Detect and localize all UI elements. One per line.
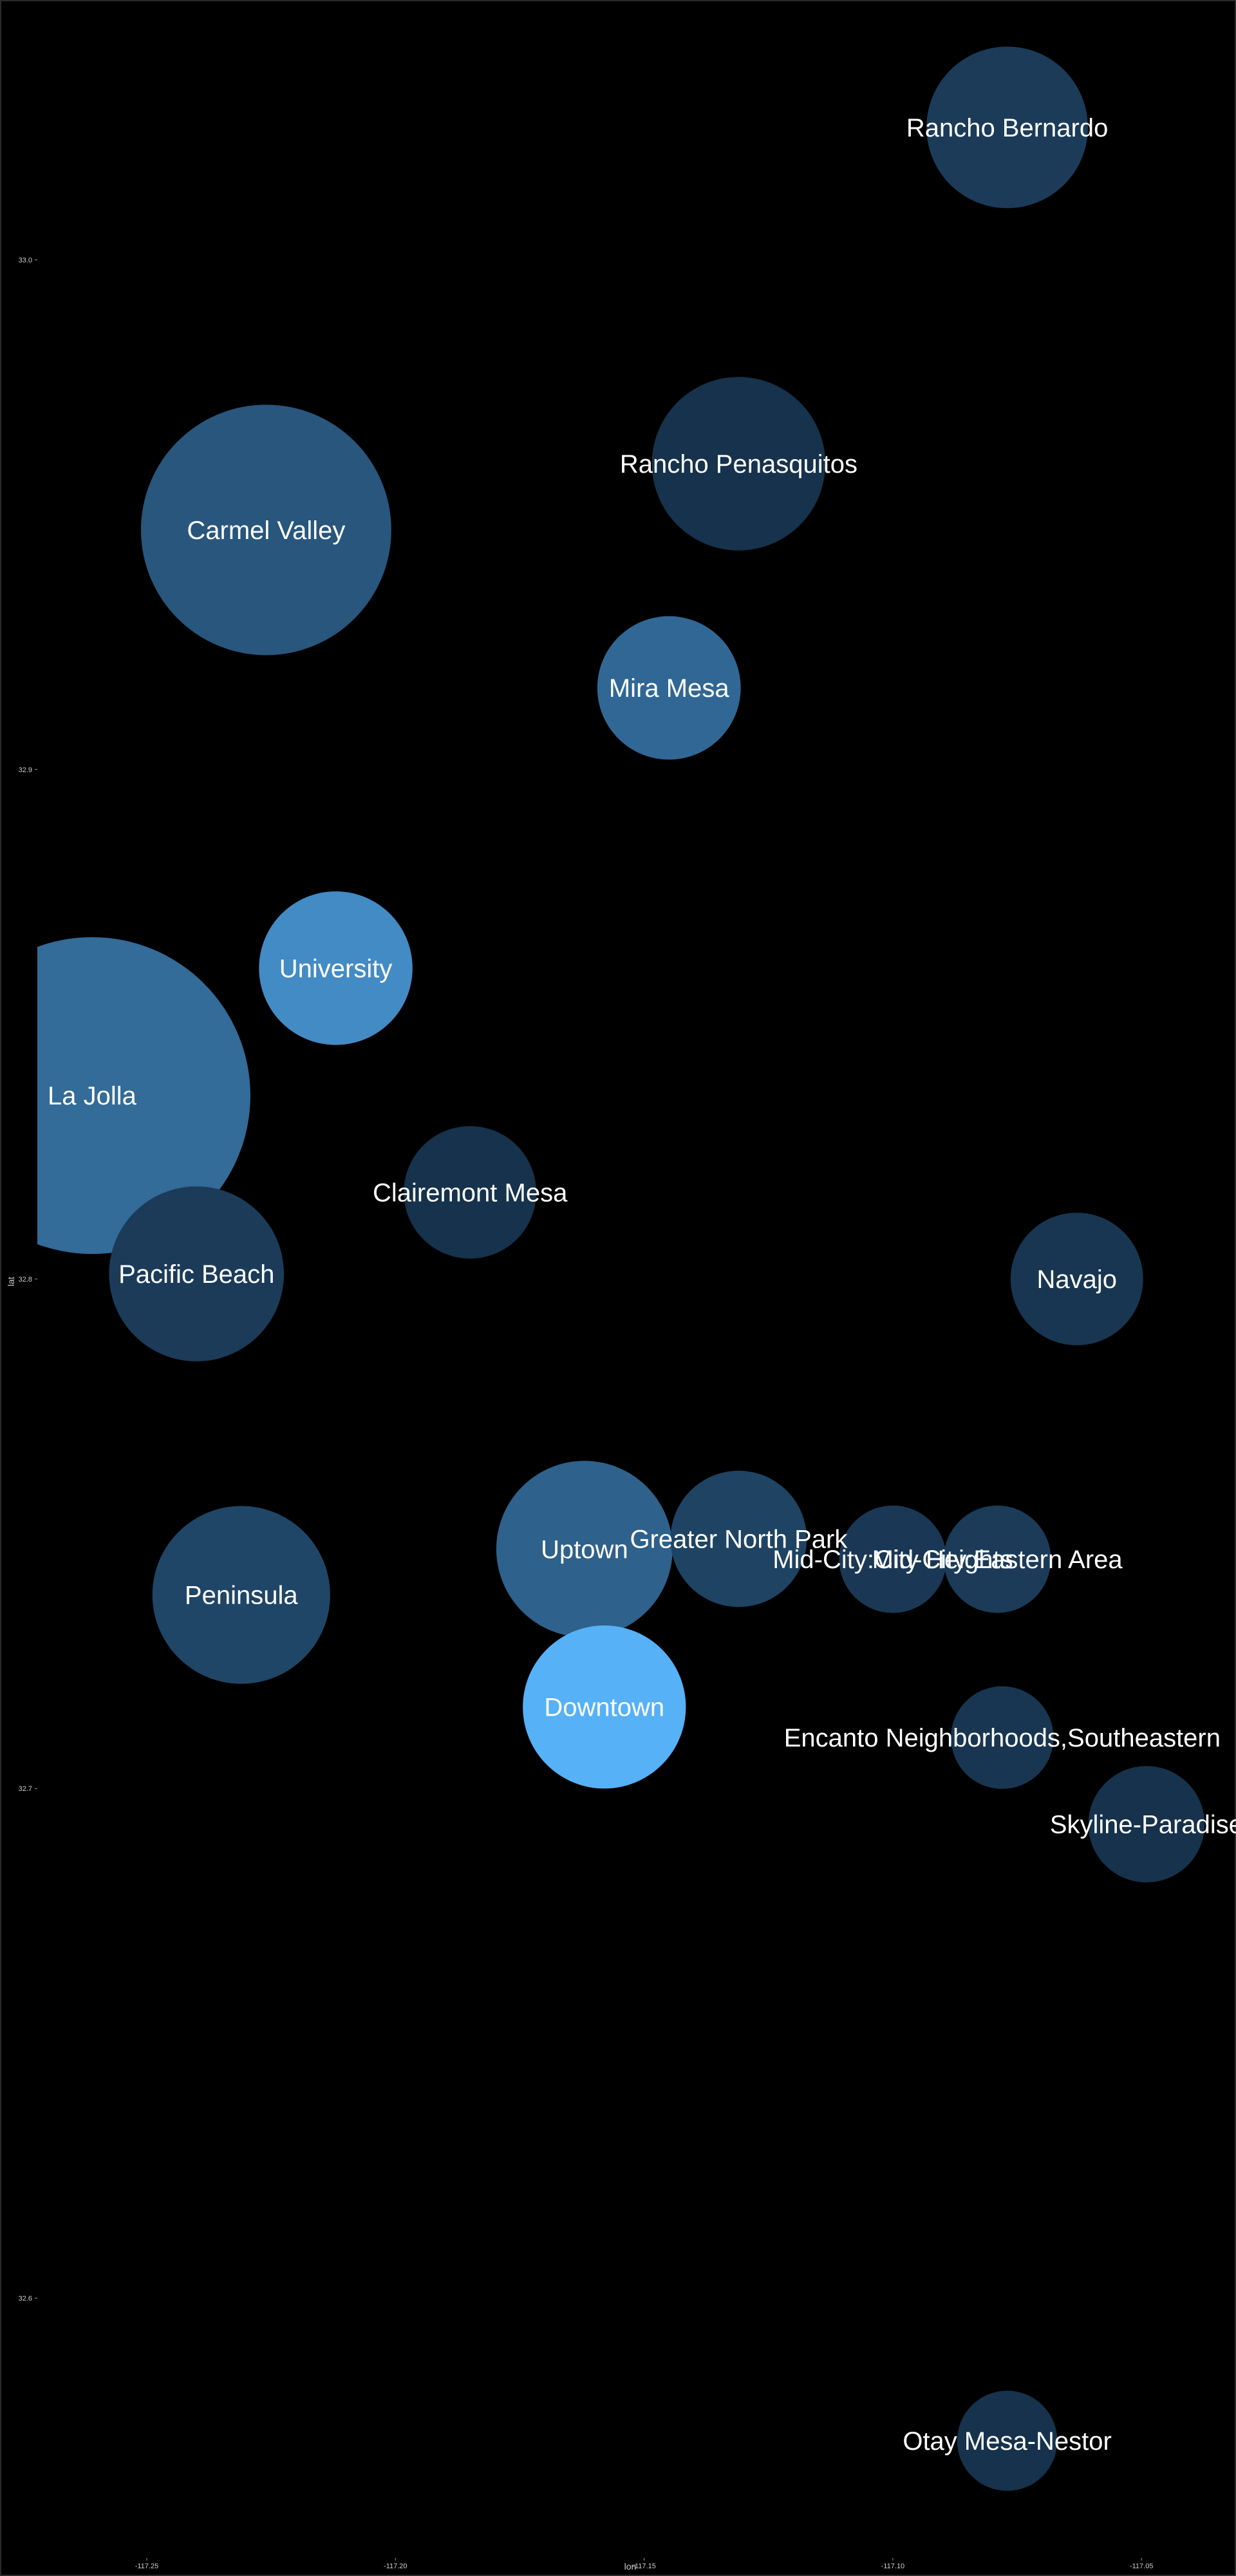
- bubble-label: Downtown: [544, 1694, 664, 1722]
- bubble-label: Peninsula: [185, 1582, 298, 1610]
- bubble: [37, 937, 250, 1255]
- bubble: [957, 2391, 1058, 2491]
- y-tick-label: 32.6: [19, 2295, 32, 2302]
- bubble: [597, 616, 741, 760]
- bubble-label: La Jolla: [48, 1082, 137, 1110]
- bubble: [951, 1686, 1054, 1789]
- bubble-label: Navajo: [1037, 1265, 1118, 1294]
- x-tick-label: -117.20: [384, 2562, 407, 2570]
- bubble: [839, 1505, 947, 1613]
- x-tick-label: -117.15: [632, 2562, 656, 2570]
- bubble-label: Uptown: [541, 1535, 628, 1564]
- y-axis: 33.0 32.9 32.8 32.7 32.6: [19, 257, 37, 2302]
- bubble: [651, 377, 826, 551]
- bubble-label: Carmel Valley: [187, 516, 345, 545]
- bubble: [670, 1470, 807, 1607]
- bubble-label: University: [279, 954, 393, 983]
- y-tick-label: 32.9: [19, 766, 32, 774]
- y-tick-label: 32.7: [19, 1785, 32, 1793]
- x-tick-label: -117.10: [881, 2562, 905, 2570]
- y-tick-label: 32.8: [19, 1276, 32, 1283]
- bubble: [404, 1126, 537, 1259]
- bubble-label: Encanto Neighborhoods,Southeastern: [784, 1724, 1221, 1752]
- bubble-label: Greater North Park: [630, 1526, 848, 1554]
- bubble: [926, 46, 1089, 209]
- bubble-label: Mid-City:City Heights: [772, 1546, 1013, 1574]
- x-axis-title: lon: [624, 2561, 637, 2571]
- bubble: [1088, 1766, 1205, 1882]
- x-tick-label: -117.25: [135, 2562, 159, 2570]
- bubble-label: Pacific Beach: [118, 1260, 274, 1289]
- bubble-layer: Rancho Bernardo Rancho Penasquitos Carmel …: [37, 46, 1236, 2491]
- bubble-label: Mid-City:Eastern Area: [872, 1546, 1123, 1574]
- bubble: [109, 1186, 285, 1361]
- bubble: [496, 1461, 673, 1638]
- bubble-label: Skyline-Paradise: [1050, 1811, 1236, 1839]
- bubble: [943, 1505, 1051, 1613]
- x-axis: -117.25 -117.20 -117.15 -117.10 -117.05: [135, 2558, 1154, 2570]
- bubble-label: Rancho Bernardo: [906, 114, 1109, 142]
- bubble: [140, 404, 391, 656]
- y-tick-label: 33.0: [19, 257, 32, 265]
- y-axis-title: lat: [6, 1277, 16, 1287]
- bubble-label: Rancho Penasquitos: [620, 450, 857, 478]
- bubble: [259, 891, 413, 1045]
- bubble: [1010, 1213, 1143, 1345]
- bubble: [152, 1506, 330, 1684]
- x-tick-label: -117.05: [1130, 2562, 1154, 2570]
- bubble-label: Otay Mesa-Nestor: [903, 2427, 1112, 2456]
- bubble-label: Clairemont Mesa: [373, 1179, 568, 1207]
- bubble: [523, 1625, 686, 1789]
- bubble-label: Mira Mesa: [609, 674, 729, 703]
